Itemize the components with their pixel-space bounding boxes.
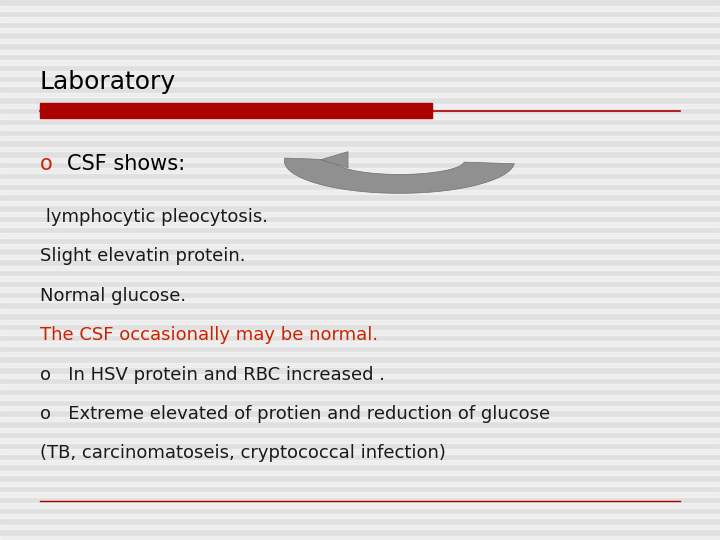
Bar [0,114,720,119]
Text: lymphocytic pleocytosis.: lymphocytic pleocytosis. [40,208,268,226]
Bar [0,6,720,11]
Bar [0,82,720,86]
Bar [0,525,720,529]
Text: o   Extreme elevated of protien and reduction of glucose: o Extreme elevated of protien and reduct… [40,405,550,423]
Bar [0,168,720,173]
Bar [0,374,720,378]
Bar [0,298,720,302]
Bar [0,503,720,508]
Bar [0,276,720,281]
Bar [0,212,720,216]
Bar [0,179,720,184]
Text: Slight elevatin protein.: Slight elevatin protein. [40,247,245,265]
PathPatch shape [320,152,348,168]
Bar [0,28,720,32]
Bar [0,330,720,335]
Bar [0,158,720,162]
Bar [0,384,720,389]
Bar [0,60,720,65]
Bar [0,482,720,486]
Bar [0,352,720,356]
Bar [0,428,720,432]
Text: The CSF occasionally may be normal.: The CSF occasionally may be normal. [40,326,378,344]
Bar [0,449,720,454]
Bar [0,266,720,270]
Bar [0,406,720,410]
Bar [0,136,720,140]
Bar [0,201,720,205]
Text: CSF shows:: CSF shows: [67,154,185,174]
Bar [0,255,720,259]
Bar [0,363,720,367]
Bar [0,222,720,227]
Bar [0,39,720,43]
Bar [0,460,720,464]
Text: Laboratory: Laboratory [40,70,176,94]
Bar [0,71,720,76]
Bar [0,244,720,248]
Bar [0,233,720,238]
Bar [0,147,720,151]
Bar [0,514,720,518]
Text: Normal glucose.: Normal glucose. [40,287,186,305]
Bar [0,438,720,443]
Bar [0,492,720,497]
Text: (TB, carcinomatoseis, cryptococcal infection): (TB, carcinomatoseis, cryptococcal infec… [40,444,446,462]
Bar [0,309,720,313]
Bar [0,50,720,54]
Bar [0,471,720,475]
Bar [0,395,720,400]
Bar [0,17,720,22]
Bar [0,536,720,540]
Bar [0,104,720,108]
Bar [0,93,720,97]
Bar [0,341,720,346]
Text: o   In HSV protein and RBC increased .: o In HSV protein and RBC increased . [40,366,384,383]
Bar [40,103,432,118]
Bar [0,287,720,292]
Bar [0,190,720,194]
Text: o: o [40,154,53,174]
PathPatch shape [284,158,514,193]
Bar [0,417,720,421]
Bar [0,320,720,324]
Bar [0,125,720,130]
